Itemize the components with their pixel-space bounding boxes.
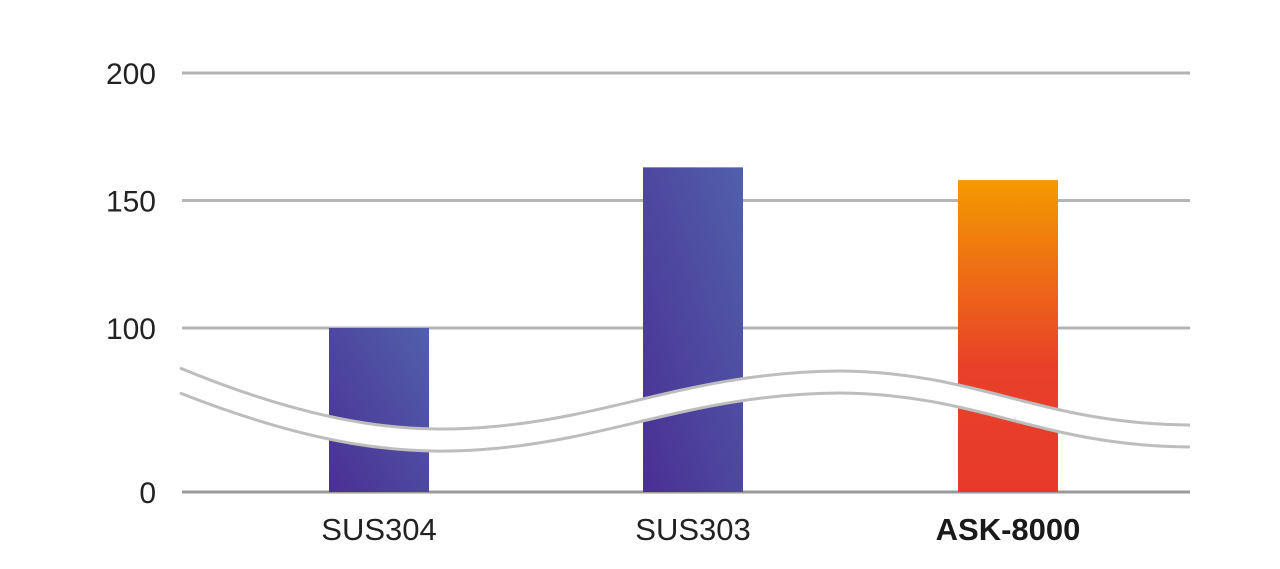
bar-sus303 (643, 167, 743, 492)
bars (329, 167, 1058, 492)
y-axis-ticks: 0 100 150 200 (106, 58, 156, 510)
y-tick-label: 200 (106, 58, 156, 91)
x-tick-label: SUS303 (635, 512, 750, 547)
bar-sus304 (329, 328, 429, 492)
axis-break (179, 366, 1191, 453)
bar-ask-8000 (958, 180, 1058, 492)
y-tick-label: 150 (106, 186, 156, 219)
x-axis-labels: SUS304 SUS303 ASK-8000 (321, 512, 1080, 547)
x-tick-label: ASK-8000 (936, 512, 1081, 547)
y-tick-label: 100 (106, 313, 156, 346)
axis-break-bottom-edge (179, 391, 1191, 453)
x-tick-label: SUS304 (321, 512, 436, 547)
axis-break-top-edge (179, 366, 1191, 431)
y-tick-label: 0 (139, 477, 156, 510)
axis-break-band (180, 368, 1190, 452)
